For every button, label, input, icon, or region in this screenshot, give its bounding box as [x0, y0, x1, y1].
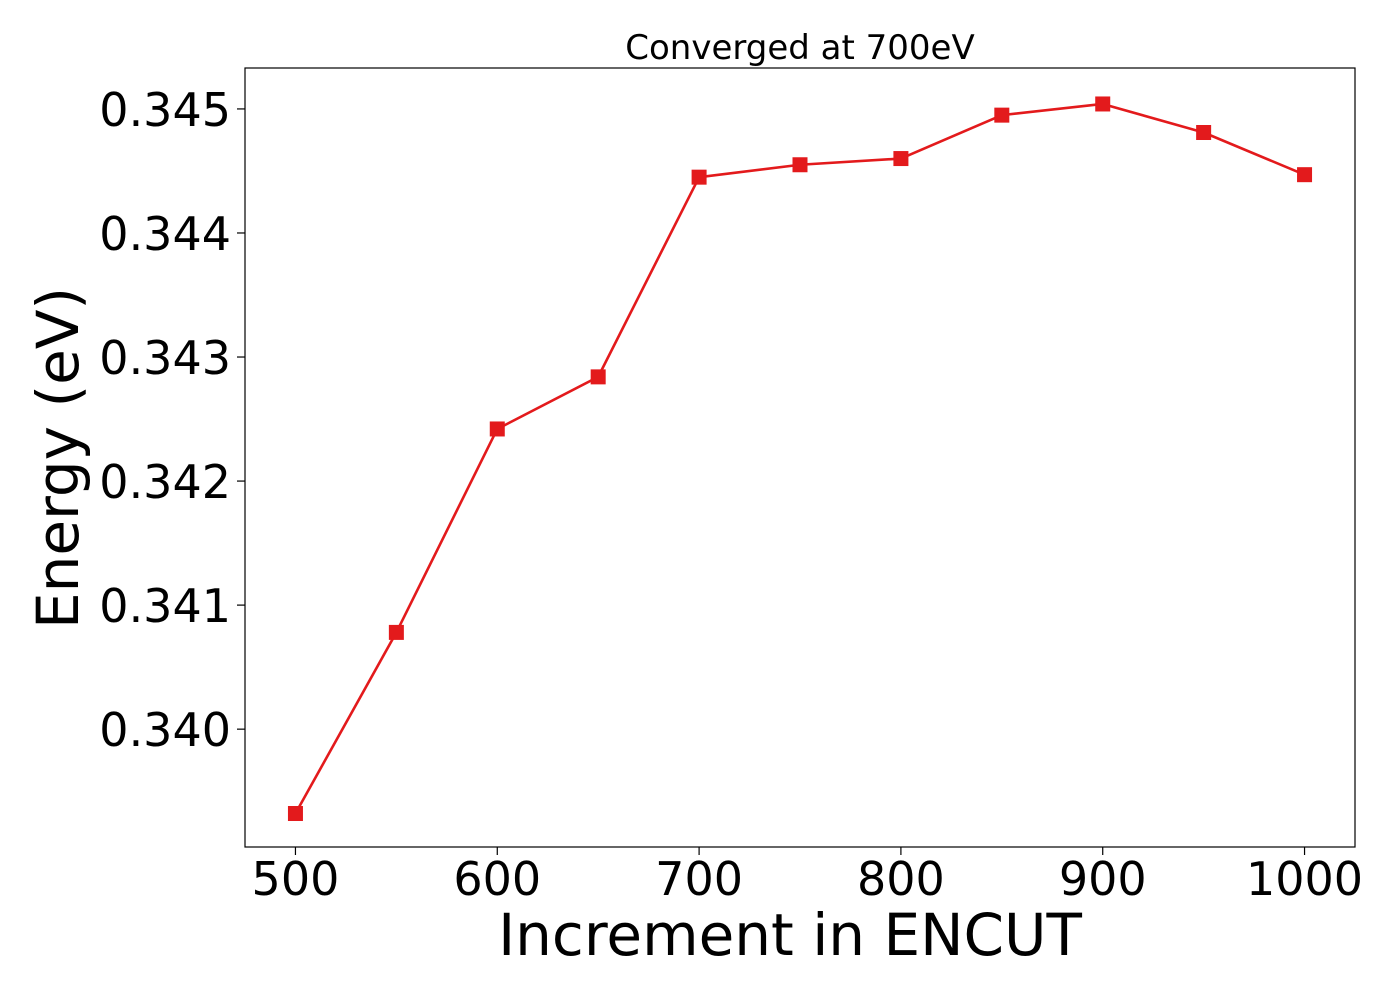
plot-area: 500 600 700 800 900 1000 0.340 0.341 0.342 0.343 0…	[99, 67, 1363, 906]
x-tick-label: 700	[655, 852, 743, 906]
x-tick-label: 500	[252, 852, 340, 906]
data-point	[388, 624, 404, 640]
plot-frame	[244, 67, 1356, 848]
data-point	[1095, 96, 1111, 112]
data-point	[1297, 167, 1313, 183]
data-point	[994, 107, 1010, 123]
chart-title: Converged at 700eV	[625, 28, 974, 68]
y-tick-label: 0.340	[99, 703, 231, 757]
y-tick-label: 0.343	[99, 331, 231, 385]
x-tick-label: 600	[453, 852, 541, 906]
x-tick-label: 1000	[1246, 852, 1363, 906]
x-tick-label: 800	[857, 852, 945, 906]
data-point	[893, 151, 909, 167]
data-point	[1196, 125, 1212, 141]
y-tick-label: 0.344	[99, 207, 231, 261]
data-point	[691, 169, 707, 185]
data-point	[489, 421, 505, 437]
y-axis-label: Energy (eV)	[24, 287, 92, 629]
data-point	[792, 157, 808, 173]
x-axis-label: Increment in ENCUT	[498, 901, 1082, 969]
data-point	[590, 369, 606, 385]
y-tick-label: 0.341	[99, 579, 231, 633]
data-point	[287, 806, 303, 822]
y-tick-label: 0.345	[99, 83, 231, 137]
x-tick-label: 900	[1059, 852, 1147, 906]
y-tick-label: 0.342	[99, 455, 231, 509]
